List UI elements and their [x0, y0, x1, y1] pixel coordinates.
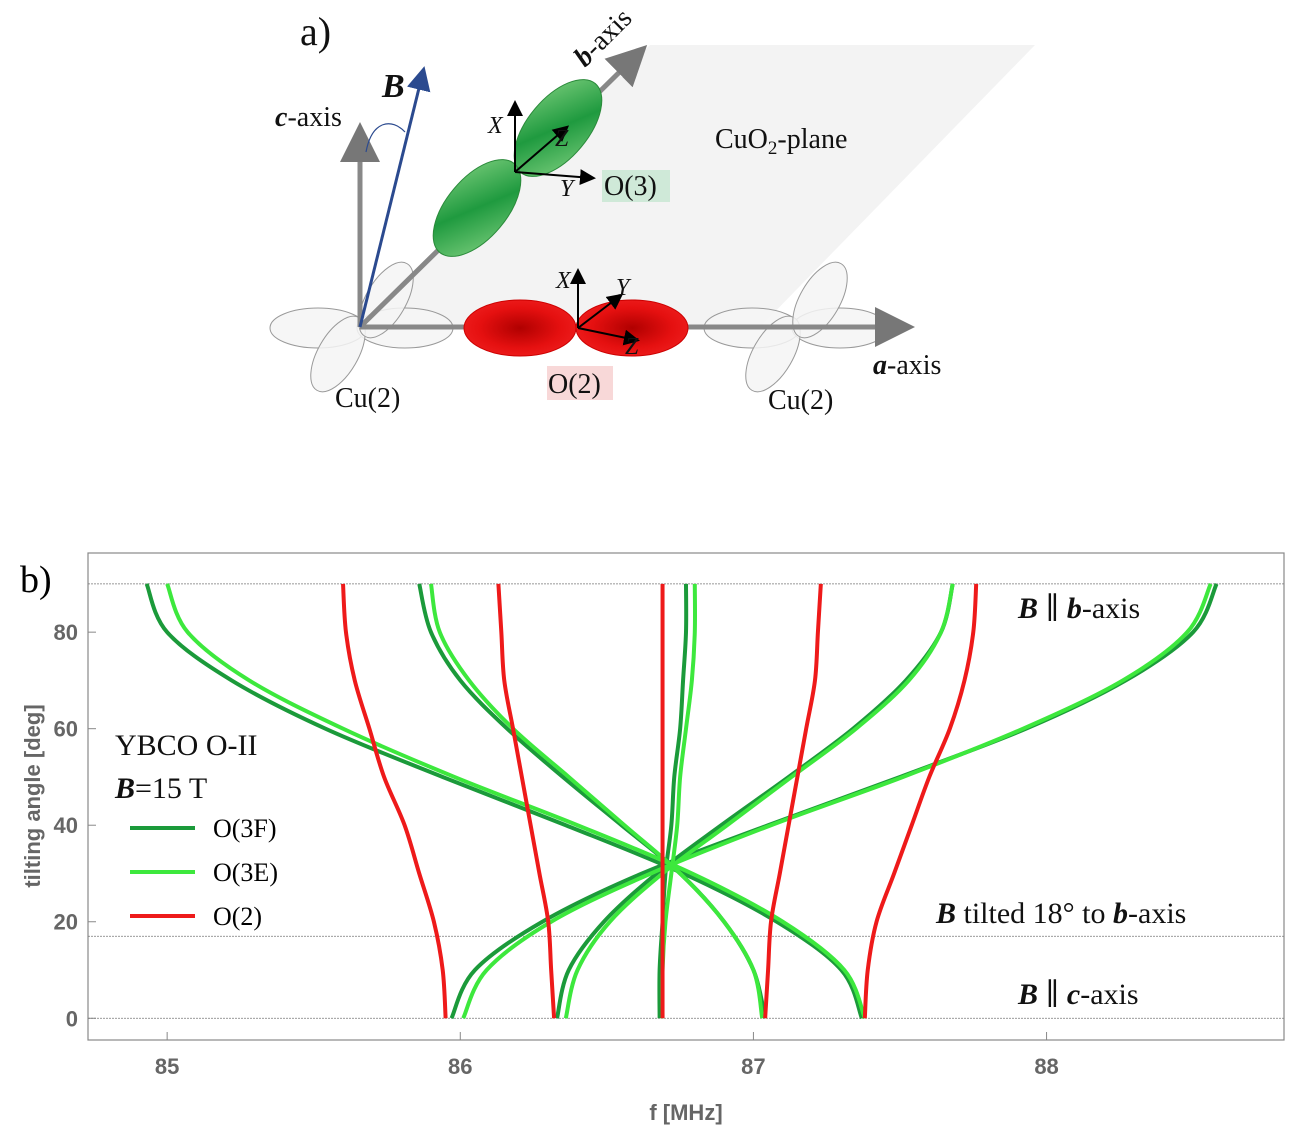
axis-y: Y [560, 176, 576, 202]
annotation-text: ∥ [1038, 978, 1067, 1011]
field-label: B [381, 68, 405, 105]
x-tick-label: 86 [448, 1054, 472, 1079]
axis-z: Z [625, 334, 639, 360]
x-tick-label: 88 [1034, 1054, 1058, 1079]
cuo2-plane [360, 45, 1035, 327]
axis-suffix: -axis [287, 102, 341, 133]
annotation-text: -axis [1080, 978, 1138, 1011]
tilt-arrow [365, 123, 406, 153]
axis-y: Y [616, 275, 632, 301]
curve [428, 583, 765, 1019]
legend-title-text: =15 T [135, 772, 207, 805]
x-axis-label: f [MHz] [649, 1100, 722, 1125]
annotation-text: -axis [1082, 592, 1140, 625]
y-axis-label: tilting angle [deg] [20, 704, 45, 887]
legend-label: O(3F) [213, 814, 277, 843]
annotation-symbol: b [1113, 897, 1128, 930]
axis-letter: a [873, 350, 887, 381]
annotation: B tilted 18° to b-axis [935, 897, 1186, 930]
y-tick-label: 80 [54, 620, 78, 645]
annotation-text: -axis [1128, 897, 1186, 930]
y-tick-label: 40 [54, 813, 78, 838]
diagram: a) c-axis b-axis a-axis B CuO2-plane O(3… [269, 3, 1035, 416]
curve [660, 583, 698, 1019]
annotation-symbol: B [935, 897, 956, 930]
y-tick-label: 20 [54, 910, 78, 935]
panel-label: a) [300, 9, 331, 54]
curve [862, 583, 979, 1019]
plane-text: CuO [715, 124, 768, 155]
y-tick-label: 0 [66, 1006, 78, 1031]
x-tick-label: 85 [155, 1054, 179, 1079]
o3-label: O(3) [604, 171, 657, 202]
o3-highlight [602, 170, 670, 202]
field-arrow [358, 66, 431, 328]
curve [144, 583, 864, 1020]
cu-label: Cu(2) [335, 383, 400, 414]
axis-label: c-axis [275, 102, 342, 133]
annotation-symbol: b [1067, 592, 1082, 625]
curve [165, 583, 867, 1020]
x-tick-label: 87 [741, 1054, 765, 1079]
curve [555, 583, 955, 1019]
panel-label: b) [20, 559, 52, 601]
curve [563, 583, 955, 1019]
plane-subscript: 2 [768, 138, 778, 159]
plane-label: CuO2-plane [715, 124, 847, 159]
curve [461, 583, 1213, 1020]
annotation-text: tilted 18° to [956, 897, 1113, 930]
local-axes [507, 100, 640, 346]
axis-label: a-axis [873, 350, 941, 381]
curve [417, 583, 768, 1019]
o2-orbital [575, 299, 689, 357]
legend-title: YBCO O-II [115, 729, 258, 762]
curve [341, 583, 448, 1019]
annotation-symbol: B [1017, 978, 1038, 1011]
o2-orbital [463, 299, 577, 357]
axis-x: X [487, 113, 504, 139]
annotation-symbol: c [1067, 978, 1080, 1011]
plot-frame [87, 552, 1285, 1041]
o2-label: O(2) [548, 369, 601, 400]
legend-title-symbol: B [114, 772, 135, 805]
legend-title-text: YBCO O-II [115, 729, 258, 762]
legend-label: O(3E) [213, 858, 278, 887]
axis-z: Z [555, 126, 569, 152]
curve [496, 583, 557, 1019]
annotation: B ∥ b-axis [1017, 592, 1140, 625]
legend-title: B=15 T [114, 772, 207, 805]
o2-highlight [547, 366, 613, 400]
legend-label: O(2) [213, 902, 262, 931]
cu-orbitals [269, 261, 889, 393]
annotation: B ∥ c-axis [1017, 978, 1139, 1011]
annotation-symbol: B [1017, 592, 1038, 625]
y-tick-label: 60 [54, 717, 78, 742]
cu-label: Cu(2) [768, 385, 833, 416]
curve [763, 583, 823, 1019]
axis-x: X [555, 268, 572, 294]
axis-letter: c [275, 102, 288, 133]
plane-text: -plane [777, 124, 847, 155]
annotation-text: ∥ [1038, 592, 1067, 625]
axis-suffix: -axis [887, 350, 941, 381]
chart: b) f [MHz] tilting angle [deg] YBCO O-II… [20, 552, 1285, 1125]
